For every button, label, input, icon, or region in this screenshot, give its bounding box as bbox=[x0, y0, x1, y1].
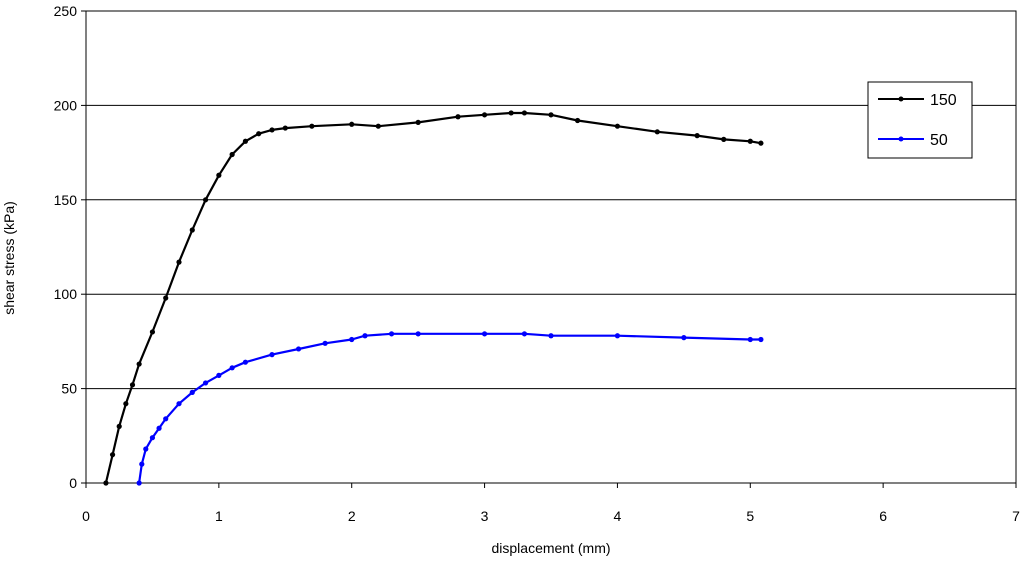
data-point-150 bbox=[654, 129, 660, 135]
series-line-150 bbox=[104, 111, 762, 484]
data-point-50 bbox=[362, 333, 368, 339]
data-point-50 bbox=[139, 461, 145, 467]
data-point-150 bbox=[282, 125, 288, 131]
data-point-150 bbox=[256, 131, 262, 137]
data-point-150 bbox=[189, 227, 195, 233]
data-point-50 bbox=[202, 380, 209, 386]
data-point-150 bbox=[481, 112, 488, 118]
data-point-50 bbox=[681, 335, 687, 341]
y-tick-label: 250 bbox=[54, 3, 78, 19]
data-point-50 bbox=[388, 331, 395, 337]
data-point-50 bbox=[156, 425, 162, 431]
data-point-50 bbox=[176, 401, 182, 407]
data-point-150 bbox=[136, 361, 142, 367]
data-point-150 bbox=[123, 401, 129, 407]
series-150 bbox=[103, 110, 764, 486]
x-tick-label: 2 bbox=[348, 508, 356, 524]
data-point-50 bbox=[189, 389, 195, 395]
data-point-150 bbox=[163, 295, 169, 301]
series-line-50 bbox=[138, 332, 761, 484]
data-point-150 bbox=[309, 123, 315, 129]
y-axis-ticks: 0 50 100 150 200 250 bbox=[54, 3, 86, 491]
data-point-150 bbox=[202, 197, 209, 203]
data-point-50 bbox=[322, 340, 328, 346]
data-point-150 bbox=[521, 110, 528, 116]
x-tick-label: 3 bbox=[481, 508, 489, 524]
data-point-50 bbox=[149, 435, 156, 441]
data-point-150 bbox=[694, 133, 700, 139]
data-point-150 bbox=[116, 423, 122, 429]
y-tick-label: 50 bbox=[61, 381, 77, 397]
data-point-150 bbox=[508, 110, 514, 116]
x-tick-label: 1 bbox=[215, 508, 223, 524]
series-50 bbox=[136, 331, 764, 486]
data-point-50 bbox=[614, 333, 621, 339]
data-point-150 bbox=[242, 138, 249, 144]
legend-label-150: 150 bbox=[930, 92, 957, 109]
data-point-50 bbox=[163, 416, 169, 422]
y-axis-title: shear stress (kPa) bbox=[1, 201, 17, 315]
data-point-50 bbox=[747, 336, 753, 343]
x-axis-title: displacement (mm) bbox=[491, 540, 610, 556]
x-tick-label: 4 bbox=[614, 508, 622, 524]
data-point-50 bbox=[548, 333, 554, 339]
data-point-50 bbox=[136, 480, 142, 486]
legend-marker-150 bbox=[898, 96, 904, 102]
data-point-150 bbox=[349, 121, 355, 127]
data-point-50 bbox=[143, 446, 149, 452]
data-point-150 bbox=[574, 117, 581, 124]
legend-box bbox=[867, 81, 973, 159]
data-point-50 bbox=[758, 336, 764, 343]
data-point-150 bbox=[103, 480, 109, 486]
data-point-150 bbox=[216, 172, 222, 178]
grid-lines bbox=[86, 104, 1016, 390]
y-tick-label: 150 bbox=[54, 192, 78, 208]
data-point-150 bbox=[721, 136, 727, 142]
data-point-150 bbox=[415, 119, 421, 125]
data-point-50 bbox=[242, 359, 249, 365]
series-group bbox=[103, 110, 764, 486]
x-axis-ticks: 0 1 2 3 4 5 6 7 bbox=[82, 483, 1020, 524]
x-tick-label: 6 bbox=[879, 508, 887, 524]
data-point-50 bbox=[216, 372, 222, 378]
data-point-150 bbox=[758, 140, 764, 146]
y-tick-label: 200 bbox=[54, 97, 78, 113]
data-point-50 bbox=[295, 346, 302, 352]
data-point-50 bbox=[481, 331, 488, 337]
data-point-150 bbox=[149, 329, 156, 335]
data-point-50 bbox=[521, 331, 528, 337]
x-tick-label: 7 bbox=[1012, 508, 1020, 524]
y-tick-label: 0 bbox=[69, 475, 77, 491]
data-point-150 bbox=[455, 114, 461, 120]
data-point-150 bbox=[129, 382, 136, 388]
data-point-150 bbox=[614, 123, 621, 129]
data-point-50 bbox=[349, 336, 355, 343]
data-point-50 bbox=[415, 331, 421, 337]
legend-label-50: 50 bbox=[930, 132, 948, 149]
data-point-50 bbox=[229, 365, 235, 371]
data-point-150 bbox=[548, 112, 554, 118]
x-tick-label: 0 bbox=[82, 508, 90, 524]
data-point-150 bbox=[747, 138, 753, 144]
data-point-50 bbox=[269, 352, 275, 358]
x-tick-label: 5 bbox=[746, 508, 754, 524]
data-point-150 bbox=[109, 452, 116, 458]
y-tick-label: 100 bbox=[54, 286, 78, 302]
data-point-150 bbox=[176, 259, 182, 265]
data-point-150 bbox=[269, 127, 275, 133]
legend: 150 50 bbox=[867, 81, 973, 159]
plot-area bbox=[85, 10, 1017, 484]
legend-marker-50 bbox=[898, 136, 904, 142]
data-point-150 bbox=[229, 151, 235, 158]
data-point-150 bbox=[375, 123, 381, 129]
